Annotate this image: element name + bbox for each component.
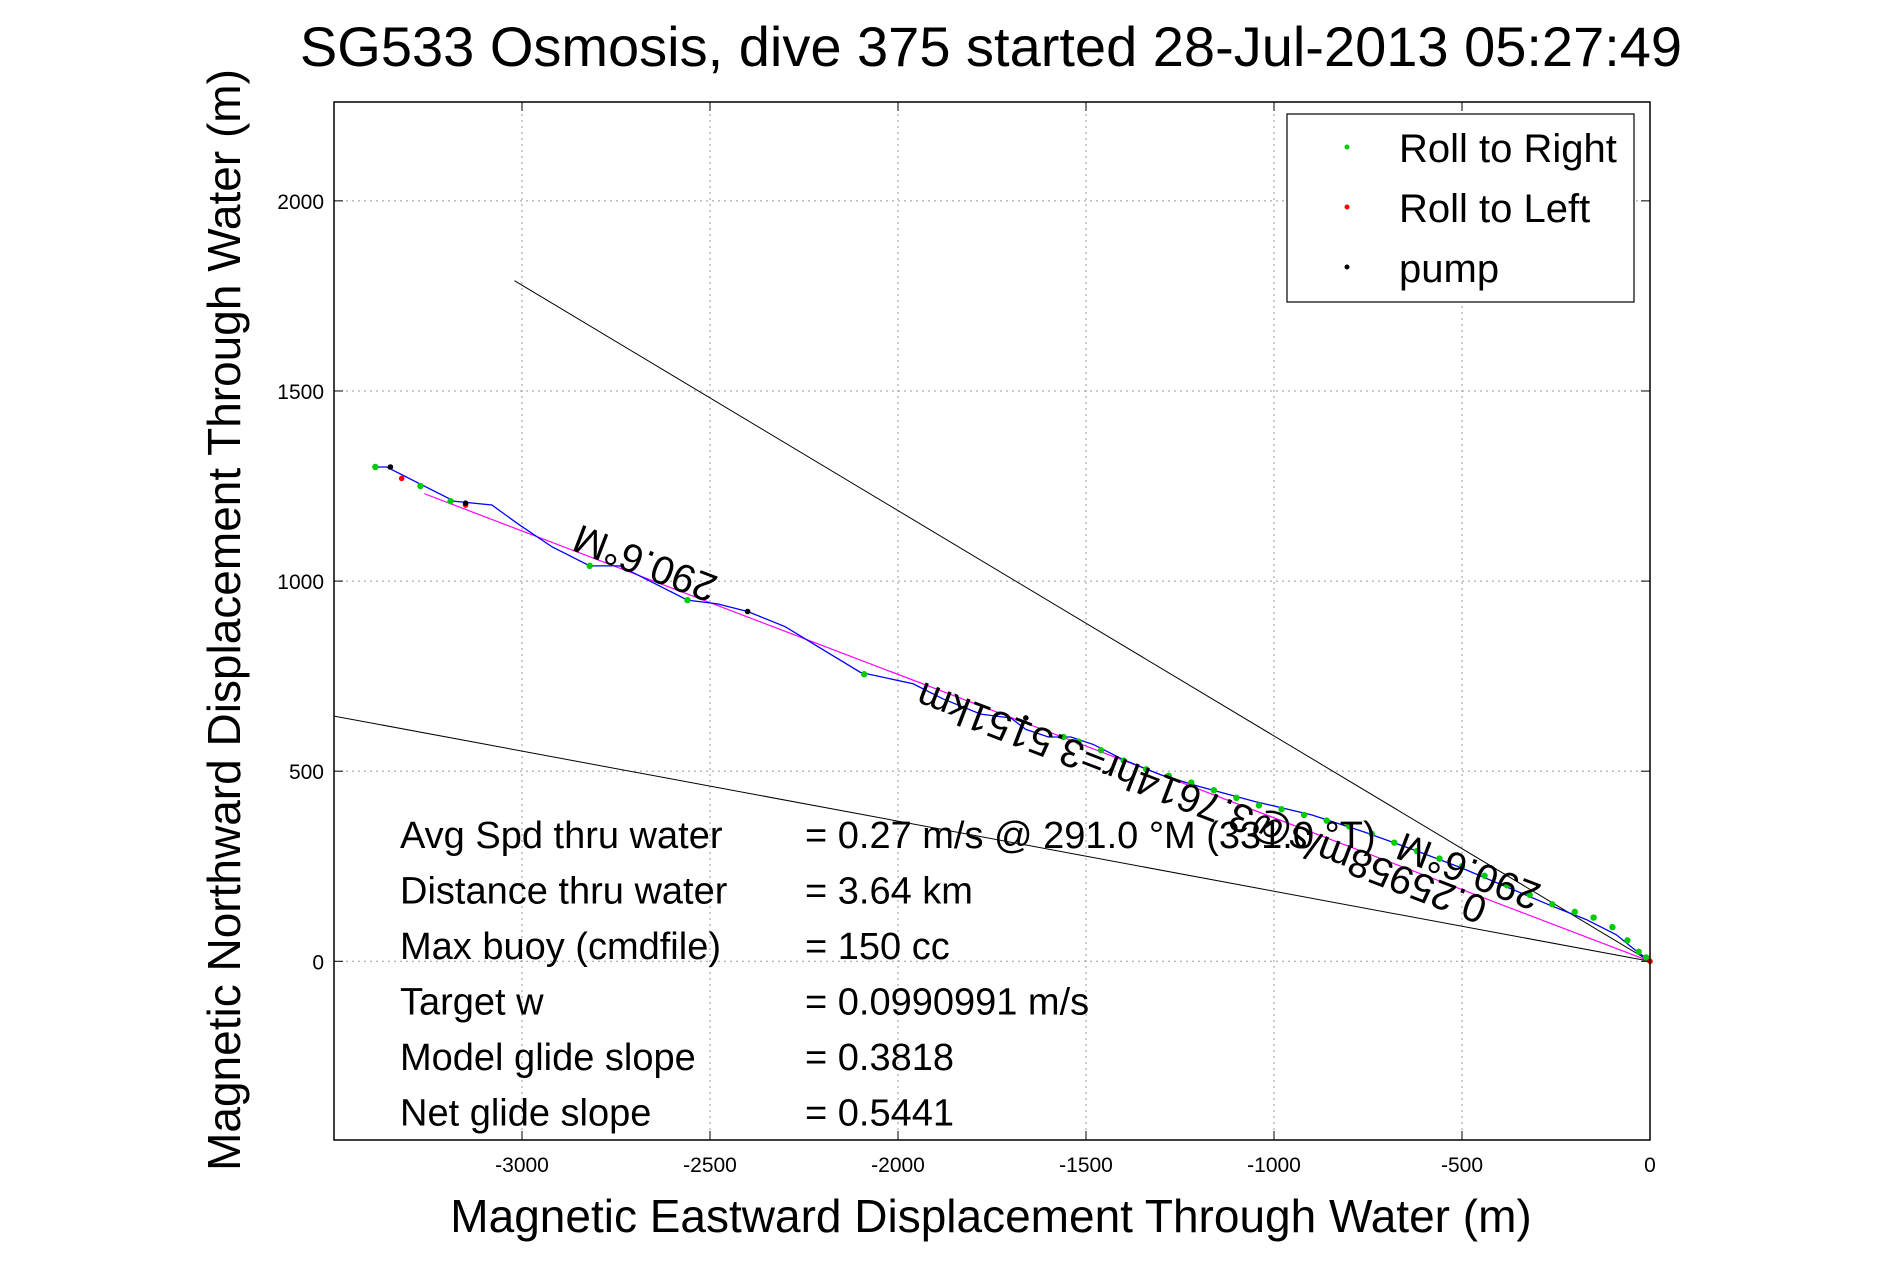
roll-right-point (586, 562, 593, 570)
y-tick-label: 1500 (277, 381, 324, 404)
roll-right-point (1346, 823, 1353, 830)
legend-label: Roll to Right (1399, 127, 1617, 171)
rotated-labels: 290.6°M0.25958m/s@3.7614hr=3.5151km290.6… (568, 515, 1547, 931)
y-tick-label: 0 (312, 951, 324, 974)
x-tick-label: -1500 (1059, 1154, 1113, 1177)
roll-right-point (1210, 786, 1218, 794)
roll-right-point (1391, 839, 1398, 846)
roll-right-point (1233, 794, 1240, 802)
legend-marker (1344, 264, 1350, 270)
roll-right-point (1368, 830, 1375, 838)
x-tick-label: -1000 (1247, 1154, 1301, 1177)
roll-right-point (1624, 937, 1631, 944)
roll-right-point (1549, 901, 1556, 908)
annotation-label: Distance thru water (400, 871, 728, 913)
roll-right-point (1413, 847, 1421, 855)
annotations: Avg Spd thru water = 0.27 m/s @ 291.0 °M … (400, 815, 1376, 1135)
roll-right-point (1188, 779, 1195, 786)
roll-right-point (1120, 757, 1127, 764)
pump-point (462, 500, 469, 506)
annotation-label: Target w (400, 982, 544, 1024)
annotation-value: = 0.3818 (805, 1037, 954, 1079)
roll-right-point (447, 498, 454, 505)
roll-right-point (1075, 738, 1082, 745)
roll-right-point (1609, 923, 1616, 931)
annotation-label: Max buoy (cmdfile) (400, 926, 721, 968)
roll-right-point (1643, 954, 1650, 961)
points-layer (372, 463, 1653, 965)
roll-right-point (1526, 891, 1533, 898)
roll-right-point (684, 596, 691, 604)
x-tick-label: -3000 (495, 1154, 549, 1177)
plot-frame (333, 101, 1651, 1141)
track-line (375, 466, 1651, 962)
legend-label: pump (1399, 247, 1499, 291)
annotation-value: = 0.0990991 m/s (805, 982, 1089, 1024)
y-tick-label: 1000 (277, 571, 324, 594)
x-tick-label: -500 (1441, 1154, 1483, 1177)
roll-right-point (1142, 766, 1150, 773)
y-axis-title: Magnetic Northward Displacement Through … (198, 69, 250, 1171)
roll-right-point (860, 671, 868, 678)
rotated-label: 0.25958m/s@3.7614hr=3.5151km (911, 673, 1493, 931)
roll-right-point (1481, 872, 1488, 879)
track-layer (375, 466, 1651, 962)
annotation-label: Avg Spd thru water (400, 815, 723, 857)
y-tick-label: 2000 (277, 191, 324, 214)
roll-right-point (1300, 811, 1308, 819)
chart-title: SG533 Osmosis, dive 375 started 28-Jul-2… (300, 15, 1682, 78)
x-tick-label: -2000 (871, 1154, 925, 1177)
annotation-value: = 0.5441 (805, 1093, 954, 1135)
roll-right-point (1060, 733, 1067, 741)
roll-right-point (372, 463, 379, 471)
heading-line-layer (424, 493, 1651, 962)
roll-right-point (1590, 914, 1597, 921)
legend-marker (1344, 204, 1350, 210)
y-tick-label: 500 (289, 761, 324, 784)
annotation-label: Net glide slope (400, 1093, 651, 1135)
roll-right-point (1097, 747, 1105, 754)
roll-right-point (417, 482, 424, 490)
x-axis-title: Magnetic Eastward Displacement Through W… (450, 1190, 1531, 1242)
annotation-value: = 3.64 km (805, 871, 973, 913)
roll-right-point (1635, 948, 1642, 955)
reference-line (514, 280, 1650, 962)
roll-right-point (1458, 863, 1466, 870)
x-tick-label: 0 (1644, 1154, 1656, 1177)
annotation-value: = 0.27 m/s @ 291.0 °M (331.0 °T) (805, 815, 1376, 857)
roll-right-point (1278, 806, 1285, 813)
pump-point (1023, 715, 1029, 721)
reference-lines (334, 280, 1650, 962)
heading-line (424, 493, 1651, 962)
roll-left-point (398, 475, 405, 482)
x-tick-label: -2500 (683, 1154, 737, 1177)
roll-right-point (1571, 908, 1579, 916)
roll-right-point (1503, 882, 1511, 889)
roll-right-point (1323, 817, 1330, 824)
rotated-label: 290.6°M (568, 515, 723, 610)
legend-label: Roll to Left (1399, 187, 1590, 231)
tick-layer: -3000 -2500 -2000 -1500 -1000 -500 0 0 500 1000 15… (277, 102, 1656, 1177)
legend: Roll to Right Roll to Left pump (1286, 113, 1635, 303)
pump-point (387, 464, 394, 470)
annotation-value: = 150 cc (805, 926, 950, 968)
legend-marker (1344, 144, 1350, 150)
annotation-label: Model glide slope (400, 1037, 696, 1079)
roll-right-point (1165, 772, 1172, 779)
roll-right-point (1255, 802, 1263, 809)
reference-line (334, 715, 1650, 962)
pump-point (744, 608, 751, 615)
roll-right-point (1436, 855, 1443, 862)
